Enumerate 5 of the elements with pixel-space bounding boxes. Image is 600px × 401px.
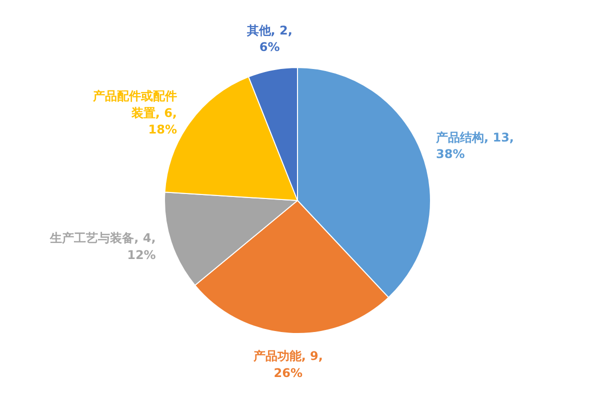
slice-label: 生产工艺与装备, 4, 12%: [49, 231, 156, 262]
slice-label: 产品功能, 9, 26%: [252, 349, 323, 380]
slice-label: 产品配件或配件装置, 6, 18%: [92, 89, 177, 137]
slice-label: 其他, 2, 6%: [246, 23, 292, 54]
slice-label: 产品结构, 13, 38%: [435, 130, 514, 162]
